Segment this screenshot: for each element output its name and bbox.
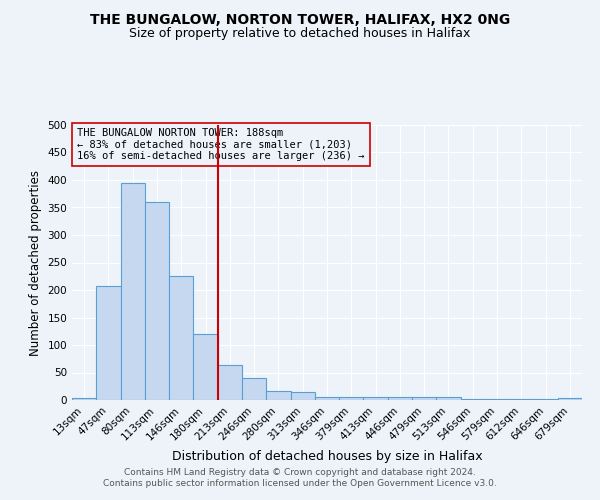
Bar — [436, 396, 461, 400]
Bar — [315, 396, 339, 400]
Bar — [145, 202, 169, 400]
Text: THE BUNGALOW, NORTON TOWER, HALIFAX, HX2 0NG: THE BUNGALOW, NORTON TOWER, HALIFAX, HX2… — [90, 12, 510, 26]
X-axis label: Distribution of detached houses by size in Halifax: Distribution of detached houses by size … — [172, 450, 482, 463]
Y-axis label: Number of detached properties: Number of detached properties — [29, 170, 42, 356]
Text: Contains HM Land Registry data © Crown copyright and database right 2024.
Contai: Contains HM Land Registry data © Crown c… — [103, 468, 497, 487]
Bar — [558, 398, 582, 400]
Bar — [218, 366, 242, 400]
Bar — [339, 396, 364, 400]
Bar — [266, 391, 290, 400]
Bar — [72, 398, 96, 400]
Bar — [388, 397, 412, 400]
Bar — [193, 334, 218, 400]
Bar — [290, 392, 315, 400]
Bar — [96, 286, 121, 400]
Bar — [412, 397, 436, 400]
Bar — [364, 397, 388, 400]
Text: THE BUNGALOW NORTON TOWER: 188sqm
← 83% of detached houses are smaller (1,203)
1: THE BUNGALOW NORTON TOWER: 188sqm ← 83% … — [77, 128, 365, 161]
Bar — [242, 378, 266, 400]
Text: Size of property relative to detached houses in Halifax: Size of property relative to detached ho… — [130, 28, 470, 40]
Bar — [169, 276, 193, 400]
Bar — [121, 182, 145, 400]
